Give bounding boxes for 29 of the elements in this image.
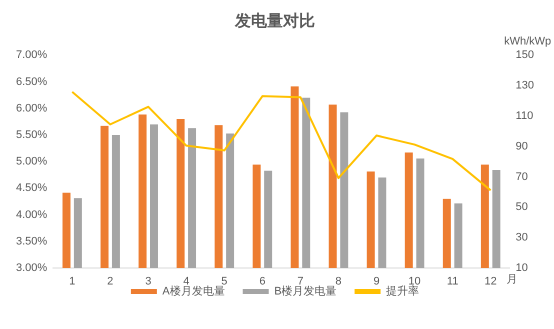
x-tick-label: 3 <box>145 276 152 288</box>
x-tick-label: 2 <box>107 276 114 288</box>
y-tick-label: 3.00% <box>16 262 48 274</box>
y2-axis-title: kWh/kWp <box>504 36 552 48</box>
y-tick-label: 3.50% <box>16 235 48 248</box>
y2-tick-label: 70 <box>516 170 528 183</box>
chart-title: 发电量对比 <box>234 12 315 30</box>
y2-tick-label: 90 <box>516 140 528 152</box>
y-tick-label: 4.50% <box>16 182 48 194</box>
x-tick-label: 1 <box>69 276 76 288</box>
x-tick-label: 12 <box>484 276 497 288</box>
x-axis-title: 月 <box>506 274 518 286</box>
y2-tick-label: 150 <box>516 49 534 62</box>
y2-tick-label: 110 <box>516 110 534 122</box>
y2-tick-label: 30 <box>516 232 528 244</box>
x-tick-label: 6 <box>259 276 266 288</box>
x-tick-label: 11 <box>446 276 458 288</box>
x-tick-label: 9 <box>373 276 380 288</box>
y2-tick-label: 50 <box>516 201 528 214</box>
legend-label: B楼月发电量 <box>274 284 337 298</box>
y2-tick-label: 10 <box>516 262 528 274</box>
y-tick-label: 5.00% <box>16 156 48 168</box>
y2-tick-label: 130 <box>516 80 534 92</box>
x-tick-label: 8 <box>335 276 342 288</box>
y-tick-label: 4.00% <box>16 208 48 221</box>
y-tick-label: 6.50% <box>16 76 48 88</box>
y-tick-label: 5.50% <box>16 129 48 142</box>
y-tick-label: 7.00% <box>16 49 48 62</box>
y-tick-label: 6.00% <box>16 102 48 114</box>
